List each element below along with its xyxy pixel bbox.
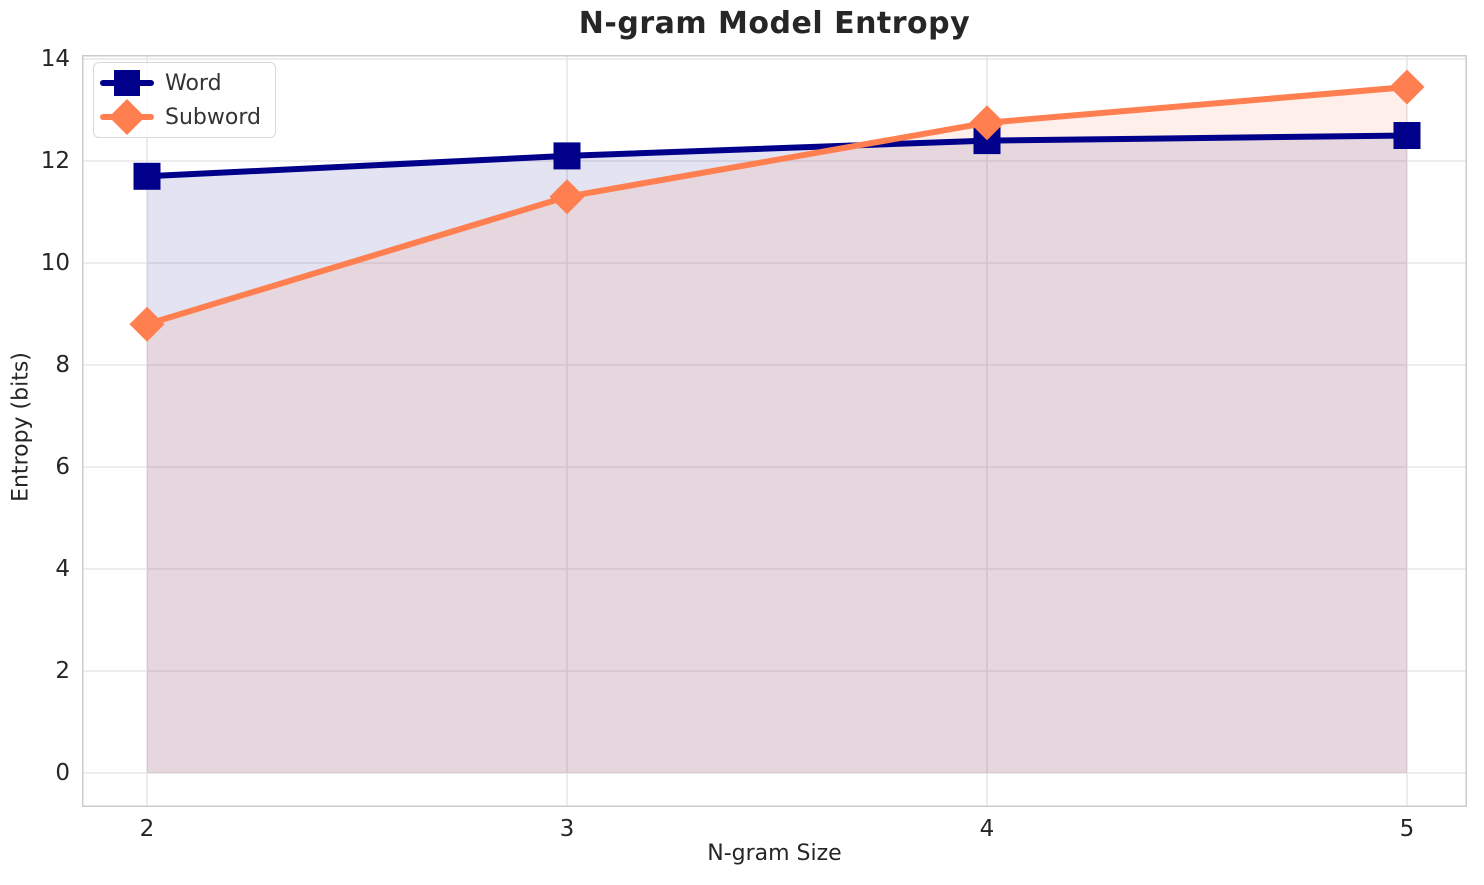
y-tick-label: 14	[40, 46, 70, 72]
y-tick-label: 10	[40, 250, 70, 276]
x-tick-label: 3	[559, 816, 575, 842]
legend-item-word: Word	[100, 66, 261, 100]
word-series-line	[144, 132, 1410, 180]
plot-border	[82, 55, 1467, 807]
y-tick-label: 6	[55, 454, 70, 480]
subword-series-line	[144, 84, 1410, 328]
y-tick-label: 4	[55, 556, 70, 582]
x-tick-label: 4	[979, 816, 995, 842]
square-marker-icon	[100, 70, 154, 96]
x-axis-label: N-gram Size	[707, 841, 842, 866]
legend: Word Subword	[93, 62, 276, 138]
y-tick-label: 8	[55, 352, 70, 378]
diamond-marker-icon	[100, 99, 154, 135]
y-tick-label: 2	[55, 658, 70, 684]
word-area-fill	[147, 135, 1407, 773]
word-data-point	[1393, 122, 1421, 149]
legend-item-subword: Subword	[100, 99, 261, 135]
subword-data-point	[129, 306, 165, 342]
subword-data-point	[1389, 69, 1425, 105]
subword-area-fill	[147, 87, 1407, 774]
chart-title: N-gram Model Entropy	[578, 6, 971, 41]
subword-data-point	[969, 105, 1005, 141]
word-data-point	[133, 162, 161, 190]
y-tick-label: 12	[40, 148, 70, 174]
subword-data-point	[549, 179, 585, 215]
y-tick-label: 0	[55, 760, 70, 786]
legend-label: Word	[165, 70, 222, 96]
x-tick-label: 5	[1399, 816, 1415, 842]
x-tick-label: 2	[139, 816, 155, 842]
word-data-point	[553, 142, 581, 170]
legend-label: Subword	[165, 104, 261, 130]
